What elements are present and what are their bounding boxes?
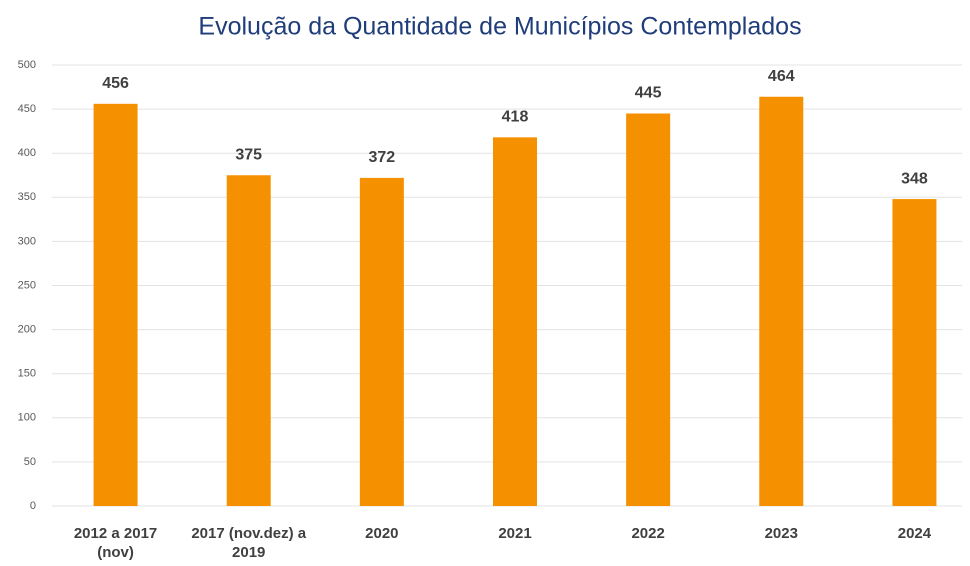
bar [626,113,671,506]
chart-title: Evolução da Quantidade de Municípios Con… [198,13,801,41]
data-label: 445 [635,85,662,102]
bar [359,177,404,506]
y-tick-label: 400 [18,147,36,159]
data-label: 372 [369,149,396,166]
y-tick-label: 200 [18,324,36,336]
y-tick-label: 300 [18,235,36,247]
y-tick-label: 250 [18,279,36,291]
bar [493,137,537,506]
y-tick-label: 450 [18,103,36,115]
data-label: 375 [235,146,262,163]
y-tick-label: 0 [30,500,36,512]
y-tick-label: 150 [18,368,36,380]
y-tick-label: 100 [18,412,36,424]
y-tick-label: 50 [24,456,36,468]
bar [226,175,271,506]
data-label: 464 [768,68,795,85]
x-tick-label: 2012 a 2017 (nov) [73,525,158,561]
bar [892,199,937,506]
data-label: 418 [502,109,529,126]
data-label: 348 [901,170,928,187]
y-tick-label: 350 [18,191,36,203]
x-tick-label: 2021 [498,525,532,542]
bar [759,96,804,506]
x-tick-label: 2024 [897,525,932,542]
data-label: 456 [102,75,129,92]
y-tick-label: 500 [18,59,36,71]
bar [93,103,138,507]
x-tick-label: 2020 [365,525,399,542]
x-tick-label: 2022 [631,525,665,542]
x-tick-label: 2017 (nov.dez) a 2019 [191,525,307,561]
x-tick-label: 2023 [764,525,798,542]
